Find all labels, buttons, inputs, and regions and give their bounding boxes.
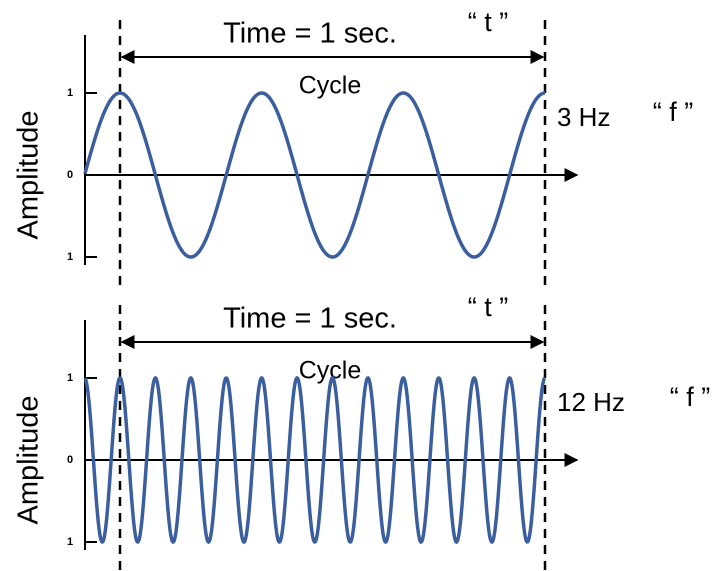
- t-label: “ t ”: [468, 7, 509, 37]
- cycle-label: Cycle: [299, 72, 362, 100]
- wave: [83, 375, 547, 545]
- y-axis-label: Amplitude: [13, 111, 45, 240]
- tick-label: 1: [67, 372, 73, 384]
- time-label: Time = 1 sec.: [223, 303, 397, 335]
- tick-label: 1: [67, 536, 73, 548]
- tick-label: 0: [67, 454, 73, 466]
- panel: 1 0 1 Time = 1 sec. “ t ” Cycle 3 Hz “ f ” Ampli…: [13, 7, 694, 286]
- f-label: “ f ”: [653, 97, 694, 127]
- time-label: Time = 1 sec.: [223, 18, 397, 50]
- frequency-label: 12 Hz: [557, 387, 625, 417]
- tick-label: 1: [67, 87, 73, 99]
- wave: [83, 91, 545, 259]
- tick-label: 0: [67, 169, 73, 181]
- tick-label: 1: [67, 251, 73, 263]
- frequency-label: 3 Hz: [557, 102, 610, 132]
- t-label: “ t ”: [468, 292, 509, 322]
- y-axis-label: Amplitude: [13, 396, 45, 525]
- f-label: “ f ”: [670, 382, 711, 412]
